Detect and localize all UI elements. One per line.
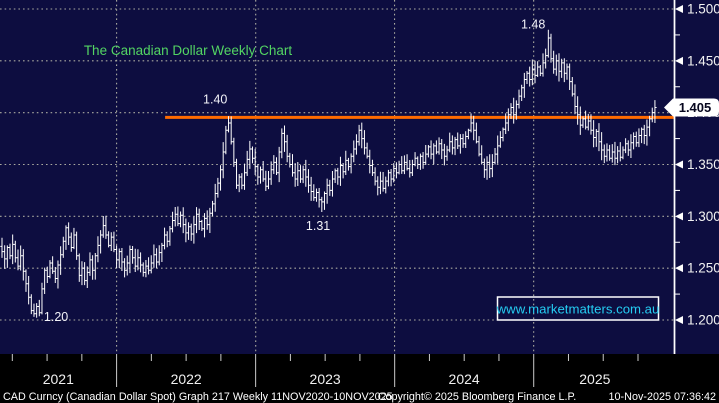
xaxis-strip bbox=[0, 354, 719, 403]
y-axis-label: 1.300 bbox=[687, 209, 719, 224]
y-tick-arrow bbox=[675, 264, 683, 273]
footer-bar: CAD Curncy (Canadian Dollar Spot) Graph … bbox=[3, 391, 716, 403]
y-axis-label: 1.450 bbox=[687, 53, 719, 68]
price-annotation: 1.48 bbox=[521, 18, 545, 32]
price-tag-value: 1.405 bbox=[679, 100, 712, 115]
y-axis-label: 1.500 bbox=[687, 2, 719, 17]
price-bars bbox=[0, 29, 657, 318]
watermark-link[interactable]: www.marketmatters.com.au bbox=[496, 296, 660, 321]
y-tick-arrow bbox=[675, 160, 683, 169]
watermark-border bbox=[496, 296, 660, 321]
price-annotation: 1.31 bbox=[306, 219, 330, 233]
y-axis-label: 1.200 bbox=[687, 313, 719, 328]
watermark-url[interactable]: www.marketmatters.com.au bbox=[496, 302, 660, 317]
y-tick-arrow bbox=[675, 56, 683, 65]
y-tick-arrow bbox=[675, 5, 683, 13]
y-tick-arrow bbox=[675, 316, 683, 325]
footer-timestamp: 10-Nov-2025 07:36:42 bbox=[609, 391, 716, 403]
annotations: 1.40 1.48 1.31 1.20 bbox=[44, 18, 545, 324]
x-year-label: 2024 bbox=[449, 371, 480, 387]
plot-background bbox=[0, 0, 719, 354]
x-year-label: 2023 bbox=[310, 371, 341, 387]
ohlc-bars-path bbox=[0, 29, 657, 318]
chart-title: The Canadian Dollar Weekly Chart bbox=[84, 43, 293, 58]
price-tag-shape bbox=[664, 98, 719, 117]
x-year-label: 2025 bbox=[579, 371, 610, 387]
y-axis-label: 1.250 bbox=[687, 261, 719, 276]
x-year-label: 2021 bbox=[43, 371, 74, 387]
y-axis-label: 1.350 bbox=[687, 157, 719, 172]
footer-instrument-label: CAD Curncy (Canadian Dollar Spot) Graph … bbox=[3, 391, 393, 403]
y-tick-arrow bbox=[675, 212, 683, 221]
last-price-tag: 1.405 bbox=[664, 98, 719, 117]
x-year-label: 2022 bbox=[171, 371, 202, 387]
price-annotation: 1.40 bbox=[203, 92, 227, 106]
price-annotation: 1.20 bbox=[44, 310, 68, 324]
x-axis: 2021 2022 2023 2024 2025 bbox=[11, 354, 639, 387]
footer-copyright: Copyright© 2025 Bloomberg Finance L.P. bbox=[378, 391, 577, 403]
